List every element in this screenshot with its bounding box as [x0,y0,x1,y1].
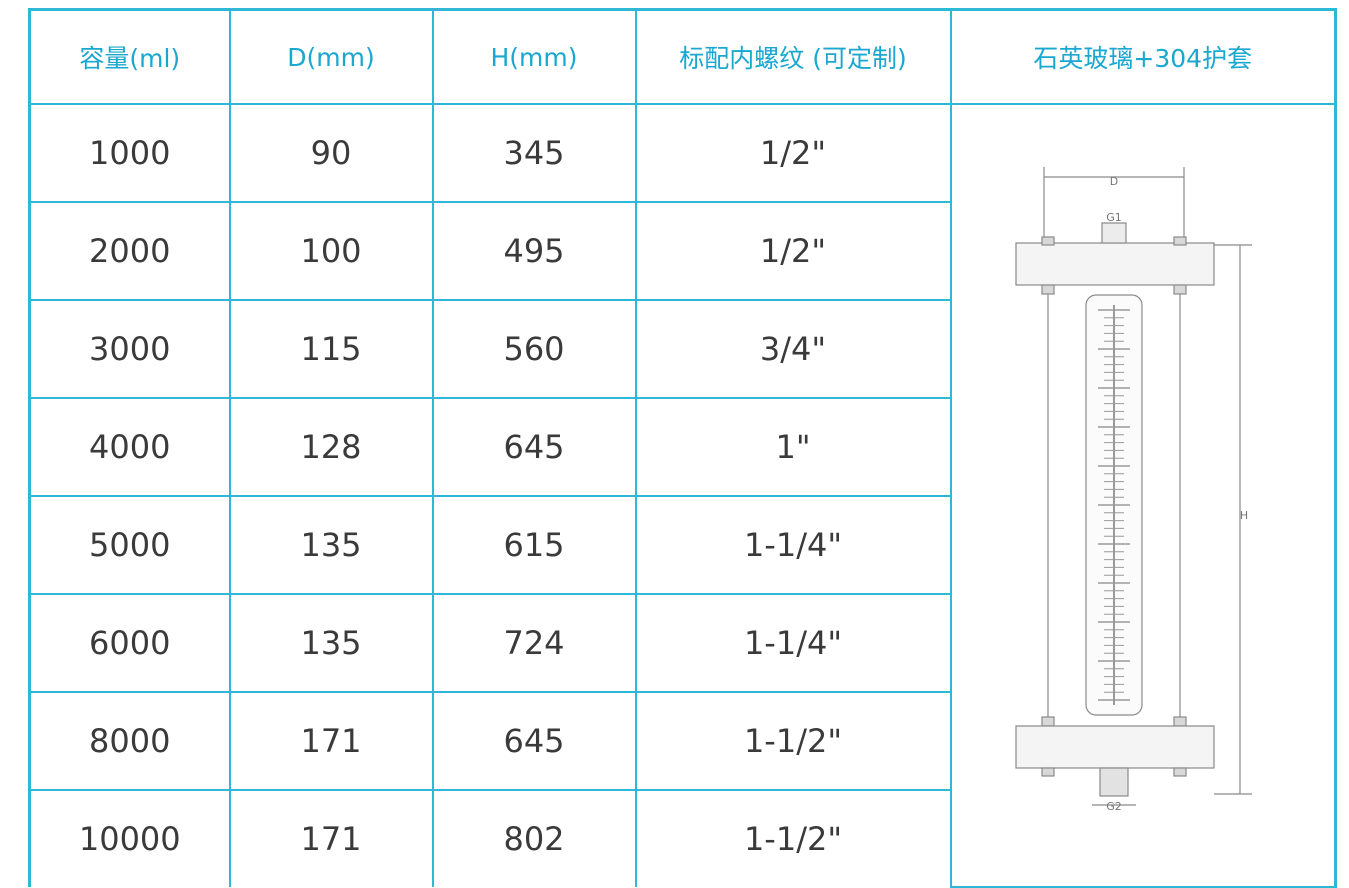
header-material: 石英玻璃+304护套 [950,9,1336,105]
header-thread: 标配内螺纹 (可定制) [635,9,952,105]
cell-diameter: 128 [229,398,434,497]
top-nut-left [1040,284,1055,295]
cell-capacity: 1000 [29,104,231,203]
cell-capacity: 4000 [29,398,231,497]
cell-thread: 1-1/2" [635,692,952,791]
cell-diameter: 135 [229,496,434,595]
top-flange [1014,242,1215,286]
cell-height: 802 [432,790,637,887]
cell-diameter: 135 [229,594,434,693]
label-h: H [1239,509,1247,522]
cell-capacity: 5000 [29,496,231,595]
label-g1: G1 [1106,211,1122,224]
cell-height: 645 [432,398,637,497]
cell-capacity: 6000 [29,594,231,693]
bottom-bolt-left [1040,767,1055,777]
cell-thread: 1-1/4" [635,594,952,693]
top-port [1100,222,1127,244]
header-diameter: D(mm) [229,9,434,105]
cell-capacity: 10000 [29,790,231,887]
cell-height: 345 [432,104,637,203]
table-row: 8000 171 645 1-1/2" [29,692,1336,791]
cell-height: 724 [432,594,637,693]
label-g2: G2 [1106,800,1122,813]
cell-height: 615 [432,496,637,595]
table-row: 3000 115 560 3/4" [29,300,1336,399]
top-nut-right [1172,284,1187,295]
level-gauge-diagram: D G1 H G2 [1014,167,1252,813]
bottom-flange [1014,725,1215,769]
label-d: D [1109,175,1117,188]
cell-diameter: 115 [229,300,434,399]
scale-ticks [1097,309,1130,701]
cell-diameter: 90 [229,104,434,203]
cell-thread: 3/4" [635,300,952,399]
table-row: 4000 128 645 1" [29,398,1336,497]
bottom-nut-right [1172,716,1187,727]
cell-thread: 1-1/4" [635,496,952,595]
table-row: 2000 100 495 1/2" [29,202,1336,301]
cell-capacity: 3000 [29,300,231,399]
cell-thread: 1/2" [635,104,952,203]
cell-height: 495 [432,202,637,301]
bottom-nut-left [1040,716,1055,727]
cell-thread: 1" [635,398,952,497]
cell-diameter: 171 [229,790,434,887]
spec-table: 容量(ml) D(mm) H(mm) 标配内螺纹 (可定制) 石英玻璃+304护… [28,8,1337,888]
cell-capacity: 2000 [29,202,231,301]
header-capacity: 容量(ml) [29,9,231,105]
header-height: H(mm) [432,9,637,105]
cell-capacity: 8000 [29,692,231,791]
cell-thread: 1-1/2" [635,790,952,887]
cell-height: 560 [432,300,637,399]
top-bolt-left [1040,236,1055,246]
bottom-port [1098,767,1129,797]
table-row: 6000 135 724 1-1/4" [29,594,1336,693]
cell-height: 645 [432,692,637,791]
table-row: 1000 90 345 1/2" [29,104,1336,888]
cell-diameter: 100 [229,202,434,301]
diagram-cell: D G1 H G2 [950,104,1336,888]
top-bolt-right [1172,236,1187,246]
cell-thread: 1/2" [635,202,952,301]
header-row: 容量(ml) D(mm) H(mm) 标配内螺纹 (可定制) 石英玻璃+304护… [29,9,1336,105]
cell-diameter: 171 [229,692,434,791]
bottom-bolt-right [1172,767,1187,777]
table-row: 5000 135 615 1-1/4" [29,496,1336,595]
